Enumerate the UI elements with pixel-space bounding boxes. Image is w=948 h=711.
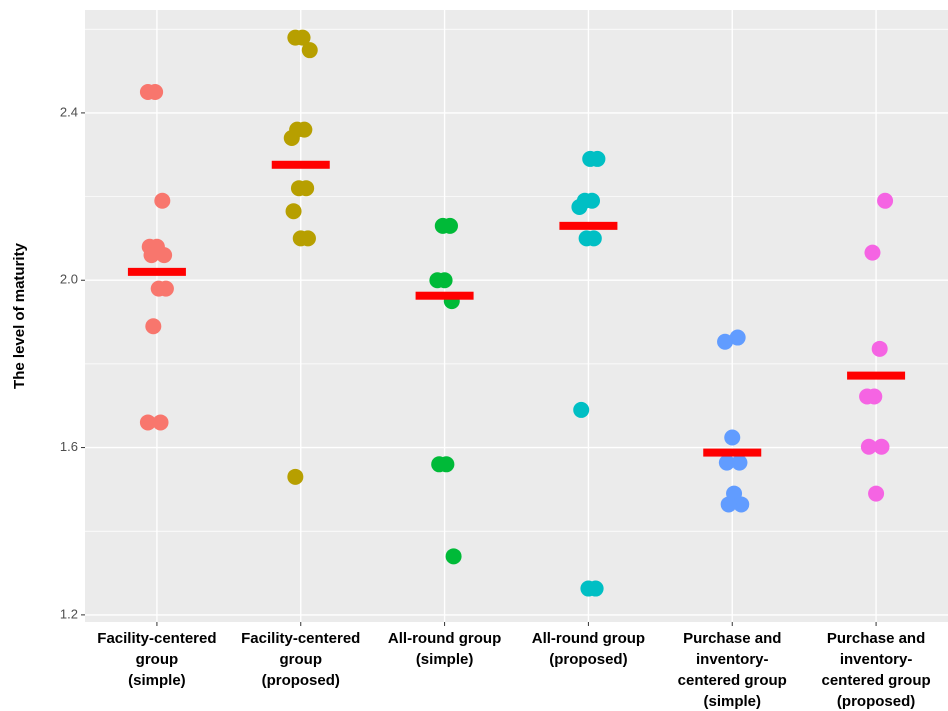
x-tick-label: (proposed) [549,651,627,668]
x-tick-label: centered group [821,672,930,689]
mean-bar [559,221,618,230]
point [287,468,304,485]
x-tick-label: Purchase and [827,630,925,647]
point [441,217,458,234]
point [296,121,313,138]
y-tick-label: 1.2 [60,606,78,621]
point [585,230,602,247]
point [868,485,885,502]
x-tick-label: Purchase and [683,630,781,647]
point [157,280,174,297]
point [860,438,877,455]
point [285,203,302,220]
x-tick-label: inventory- [840,651,913,668]
x-tick-label: inventory- [696,651,769,668]
point [731,454,748,471]
panel [85,10,948,622]
point [139,414,156,431]
point [145,318,162,335]
y-axis-label: The level of maturity [11,242,28,389]
x-tick-label: Facility-centered [97,630,216,647]
x-tick-label: group [280,651,323,668]
y-tick-label: 2.4 [60,104,78,119]
mean-bar [847,371,906,380]
x-tick-label: (proposed) [262,672,340,689]
point [283,130,300,147]
x-tick-label: centered group [678,672,787,689]
point [724,429,741,446]
point [720,496,737,513]
point [877,192,894,209]
point [436,272,453,289]
y-tick-label: 1.6 [60,439,78,454]
x-tick-label: (simple) [416,651,474,668]
point [729,329,746,346]
point [733,496,750,513]
y-tick-label: 2.0 [60,272,78,287]
mean-bar [703,448,762,457]
point [717,333,734,350]
point [866,388,883,405]
point [873,438,890,455]
mean-bar [415,291,474,300]
point [301,42,318,59]
point [147,83,164,100]
x-tick-label: All-round group [532,630,645,647]
mean-bar [271,160,330,169]
point [299,230,316,247]
point [294,29,311,46]
point [152,414,169,431]
point [154,192,171,209]
x-tick-label: (simple) [703,693,761,710]
point [573,401,590,418]
x-tick-label: Facility-centered [241,630,360,647]
point [156,247,173,264]
point [718,454,735,471]
point [143,247,160,264]
x-tick-label: (simple) [128,672,186,689]
point [298,180,315,197]
point [438,456,455,473]
point [445,548,462,565]
point [587,580,604,597]
x-tick-label: group [136,651,179,668]
point [571,199,588,216]
point [871,340,888,357]
point [864,244,881,261]
mean-bar [127,267,186,276]
point [584,192,601,209]
x-tick-label: (proposed) [837,693,915,710]
point [589,150,606,167]
x-tick-label: All-round group [388,630,501,647]
